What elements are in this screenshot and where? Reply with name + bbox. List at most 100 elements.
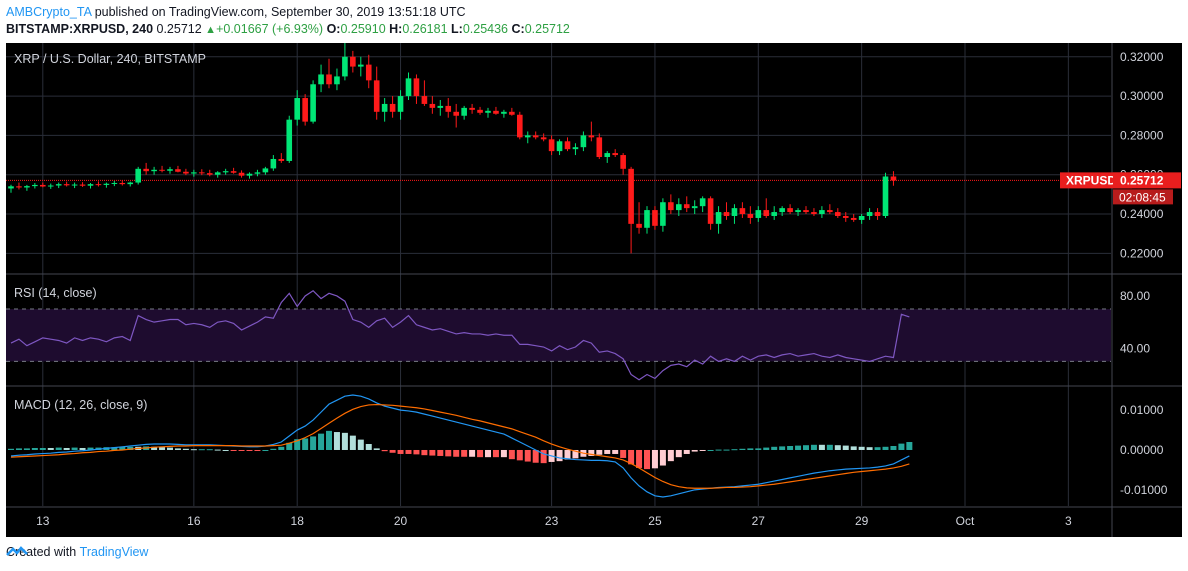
macd-histogram-bar — [333, 432, 340, 450]
tradingview-link[interactable]: TradingView — [79, 545, 149, 559]
candle-body — [445, 105, 452, 112]
candle-body — [564, 141, 571, 150]
macd-histogram-bar — [206, 449, 213, 451]
macd-histogram-bar — [644, 449, 650, 470]
candle-body — [326, 74, 332, 85]
candle-body — [524, 135, 531, 138]
macd-tick-label: 0.01000 — [1120, 403, 1164, 417]
candle-body — [660, 202, 666, 226]
candle-body — [636, 223, 642, 228]
candle-body — [159, 169, 165, 171]
macd-histogram-bar — [826, 444, 833, 450]
chart-area[interactable]: 13 16 18 20 23 25 27 29 Oct 3 0.32000 0.30000 0.2800… — [6, 43, 1182, 537]
candle-body — [40, 184, 46, 187]
macd-histogram-bar — [556, 449, 563, 462]
macd-histogram-bar — [437, 449, 444, 456]
macd-histogram-bar — [508, 449, 515, 460]
y-tick-label: 0.28000 — [1120, 128, 1164, 142]
candle-body — [310, 84, 316, 122]
macd-histogram-bar — [667, 449, 674, 462]
rsi-line — [10, 289, 910, 381]
macd-histogram-bar — [421, 449, 428, 456]
macd-histogram-bar — [151, 446, 158, 450]
candle-body — [620, 155, 626, 169]
macd-histogram-bar — [127, 446, 134, 450]
y-tick-label: 0.24000 — [1120, 207, 1164, 221]
macd-histogram-bar — [779, 446, 786, 450]
macd-histogram-bar — [890, 446, 897, 450]
candle-body — [111, 182, 118, 184]
candle-body — [206, 173, 213, 175]
macd-histogram-bar — [596, 449, 603, 455]
footer: Created with TradingView — [6, 545, 148, 559]
macd-histogram-bar — [31, 447, 38, 450]
x-tick-label: 23 — [545, 514, 559, 528]
rsi-band — [6, 309, 1111, 362]
macd-histogram-bar — [39, 447, 46, 450]
macd-histogram-bar — [254, 449, 261, 451]
price-pane-title: XRP / U.S. Dollar, 240, BITSTAMP — [14, 52, 206, 66]
macd-histogram-bar — [159, 447, 166, 450]
macd-histogram-bar — [763, 447, 770, 450]
macd-histogram-bar — [381, 449, 388, 452]
candle-body — [493, 110, 499, 114]
candle-body — [278, 158, 285, 161]
macd-histogram-bar — [898, 443, 905, 450]
macd-histogram-bar — [540, 449, 547, 464]
macd-histogram-bar — [349, 435, 356, 450]
candle-body — [365, 64, 372, 81]
macd-histogram-bar — [294, 439, 301, 450]
x-tick-label: 16 — [187, 514, 201, 528]
candle-body — [628, 168, 634, 224]
macd-histogram-bar — [532, 449, 539, 463]
macd-histogram-bar — [795, 445, 802, 450]
chart-canvas[interactable]: 13 16 18 20 23 25 27 29 Oct 3 0.32000 0.30000 0.2800… — [6, 43, 1182, 537]
macd-histogram-bar — [445, 449, 452, 457]
macd-title: MACD (12, 26, close, 9) — [14, 398, 147, 412]
candle-body — [699, 198, 706, 207]
y-tick-label: 0.30000 — [1120, 89, 1164, 103]
candle-body — [540, 137, 547, 140]
macd-histogram-bar — [55, 447, 62, 450]
candle-body — [103, 183, 110, 185]
countdown-badge — [1113, 189, 1173, 205]
macd-histogram-bar — [341, 432, 348, 450]
candle-body — [135, 168, 141, 183]
candle-body — [318, 74, 324, 85]
low-value: 0.25436 — [462, 22, 509, 36]
candle-body — [230, 171, 237, 173]
candle-body — [183, 171, 189, 174]
macd-histogram-bar — [286, 442, 293, 450]
macd-histogram-bar — [675, 449, 682, 458]
macd-histogram-bar — [636, 449, 643, 468]
macd-histogram-bar — [302, 438, 309, 450]
macd-histogram-bar — [850, 446, 857, 450]
macd-histogram-bar — [23, 448, 30, 450]
open-value: 0.25910 — [340, 22, 386, 36]
macd-histogram-bar — [413, 449, 420, 455]
candle-body — [87, 184, 94, 186]
macd-histogram-bar — [691, 449, 698, 452]
macd-histogram-bar — [699, 449, 706, 451]
rsi-tick-label: 80.00 — [1120, 289, 1150, 303]
macd-histogram-bar — [874, 447, 881, 450]
h-label: H: — [389, 22, 403, 36]
y-tick-label: 0.22000 — [1120, 246, 1164, 260]
signal-line — [10, 403, 910, 489]
macd-histogram-bar — [87, 447, 94, 450]
candle-body — [143, 168, 149, 172]
symbol-badge-label: XRPUSD — [1066, 173, 1116, 187]
candle-body — [381, 103, 388, 112]
candle-body — [588, 135, 595, 138]
macd-histogram-bar — [8, 448, 14, 450]
candle-body — [747, 214, 754, 218]
candle-body — [199, 172, 205, 174]
candle-body — [238, 172, 245, 176]
macd-histogram-bar — [389, 449, 396, 453]
macd-histogram-bar — [326, 430, 332, 450]
macd-histogram-bar — [803, 445, 809, 450]
author-link[interactable]: AMBCrypto_TA — [6, 5, 92, 19]
quote-line: BITSTAMP:XRPUSD, 240 0.25712 ▲+0.01667 (… — [6, 22, 570, 36]
candle-body — [874, 212, 881, 216]
candle-body — [151, 169, 157, 172]
